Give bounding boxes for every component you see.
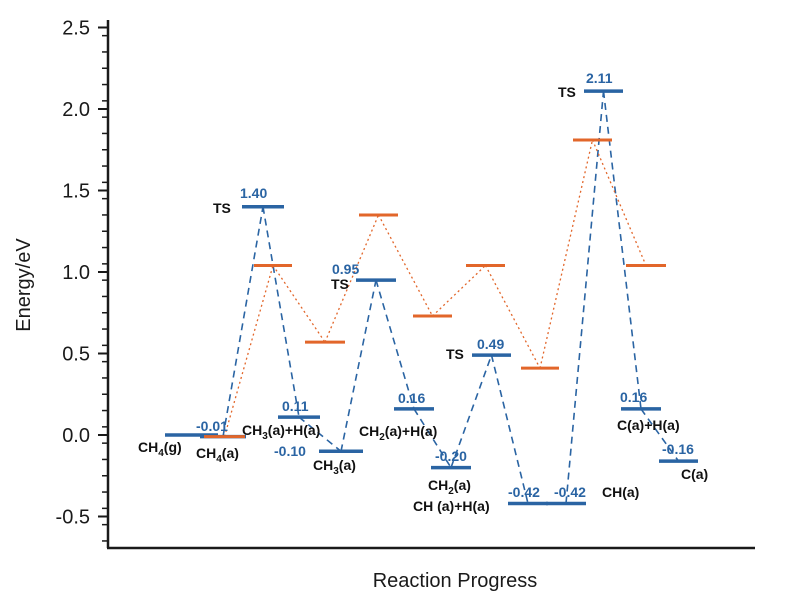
connector-layer <box>222 90 680 505</box>
blue-connector <box>602 90 642 410</box>
energy-value-label: 0.16 <box>398 390 425 406</box>
state-label: CH(a) <box>602 484 639 500</box>
state-label: CH4(a) <box>196 445 239 465</box>
energy-value-label: 1.40 <box>240 185 267 201</box>
blue-connector <box>298 416 342 452</box>
y-tick-label: 0.0 <box>62 425 90 447</box>
orange-connector <box>591 139 647 266</box>
orange-connector <box>484 265 541 369</box>
y-tick-label: -0.5 <box>56 507 90 529</box>
blue-connector <box>340 279 377 452</box>
blue-connector <box>450 354 493 468</box>
y-tick-label: 1.5 <box>62 181 90 203</box>
y-tick-label: 2.0 <box>62 99 90 121</box>
blue-connector <box>640 408 680 462</box>
orange-connector <box>539 139 594 369</box>
orange-connector <box>377 214 434 317</box>
blue-connector <box>490 354 529 504</box>
state-label: CH3(a) <box>313 457 356 477</box>
ts-label: TS <box>331 276 349 292</box>
y-tick-label: 2.5 <box>62 18 90 40</box>
energy-value-label: -0.20 <box>435 448 467 464</box>
energy-value-label: 0.95 <box>332 261 359 277</box>
energy-value-label: 0.11 <box>282 398 309 414</box>
state-label: CH2(a) <box>428 477 471 497</box>
ts-label: TS <box>213 200 231 216</box>
blue-connector <box>375 279 415 410</box>
state-label: C(a)+H(a) <box>617 417 680 433</box>
state-label: CH2(a)+H(a) <box>359 423 437 443</box>
energy-value-label: -0.01 <box>196 418 228 434</box>
level-layer <box>165 89 698 506</box>
y-tick-layer: 2.5 2.0 1.5 1.0 0.5 0.0 -0.5 <box>56 18 108 542</box>
blue-connector <box>565 90 605 504</box>
energy-value-label: -0.10 <box>274 443 306 459</box>
y-tick-label: 0.5 <box>62 344 90 366</box>
orange-connector <box>272 265 326 343</box>
ts-label: TS <box>558 84 576 100</box>
y-axis-title: Energy/eV <box>13 238 35 332</box>
blue-connector <box>222 206 264 437</box>
blue-connector <box>262 206 300 418</box>
orange-connector <box>432 265 486 317</box>
energy-value-label: 0.49 <box>477 336 504 352</box>
label-layer: -0.01 1.40 0.11 -0.10 0.95 0.16 -0.20 0.49 -0.42… <box>138 70 708 514</box>
state-label: CH4(g) <box>138 439 182 459</box>
state-label: CH3(a)+H(a) <box>242 422 320 442</box>
state-label: CH (a)+H(a) <box>413 498 490 514</box>
energy-value-label: -0.16 <box>662 441 694 457</box>
state-label: C(a) <box>681 466 708 482</box>
energy-value-label: 2.11 <box>586 70 613 86</box>
y-tick-label: 1.0 <box>62 262 90 284</box>
energy-value-label: -0.42 <box>508 484 540 500</box>
x-axis-title: Reaction Progress <box>373 570 538 592</box>
ts-label: TS <box>446 346 464 362</box>
energy-value-label: -0.42 <box>554 484 586 500</box>
energy-value-label: 0.16 <box>620 389 647 405</box>
